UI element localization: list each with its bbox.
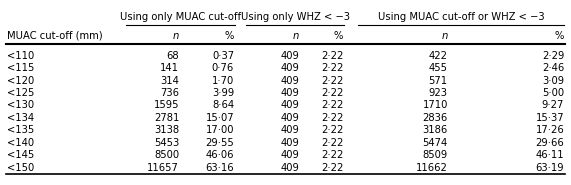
Text: 422: 422 <box>429 51 448 61</box>
Text: 409: 409 <box>280 88 299 98</box>
Text: 5453: 5453 <box>154 138 179 148</box>
Text: 2·22: 2·22 <box>321 125 343 135</box>
Text: 17·00: 17·00 <box>206 125 234 135</box>
Text: <120: <120 <box>7 76 34 86</box>
Text: 17·26: 17·26 <box>536 125 564 135</box>
Text: 8·64: 8·64 <box>212 100 234 110</box>
Text: 409: 409 <box>280 100 299 110</box>
Text: 2781: 2781 <box>154 113 179 123</box>
Text: MUAC cut-off (mm): MUAC cut-off (mm) <box>7 31 102 41</box>
Text: 1595: 1595 <box>154 100 179 110</box>
Text: 68: 68 <box>167 51 179 61</box>
Text: 455: 455 <box>429 63 448 73</box>
Text: 3138: 3138 <box>154 125 179 135</box>
Text: 923: 923 <box>429 88 448 98</box>
Text: 2·46: 2·46 <box>542 63 564 73</box>
Text: 0·76: 0·76 <box>212 63 234 73</box>
Text: 2·22: 2·22 <box>321 163 343 173</box>
Text: 63·16: 63·16 <box>206 163 234 173</box>
Text: 9·27: 9·27 <box>542 100 564 110</box>
Text: 2·22: 2·22 <box>321 100 343 110</box>
Text: <140: <140 <box>7 138 34 148</box>
Text: <150: <150 <box>7 163 34 173</box>
Text: 2·29: 2·29 <box>542 51 564 61</box>
Text: <130: <130 <box>7 100 34 110</box>
Text: 2836: 2836 <box>423 113 448 123</box>
Text: 409: 409 <box>280 76 299 86</box>
Text: 0·37: 0·37 <box>212 51 234 61</box>
Text: 2·22: 2·22 <box>321 88 343 98</box>
Text: 314: 314 <box>160 76 179 86</box>
Text: 2·22: 2·22 <box>321 76 343 86</box>
Text: <145: <145 <box>7 150 34 160</box>
Text: <115: <115 <box>7 63 34 73</box>
Text: 409: 409 <box>280 51 299 61</box>
Text: 11657: 11657 <box>147 163 179 173</box>
Text: 2·22: 2·22 <box>321 113 343 123</box>
Text: 409: 409 <box>280 138 299 148</box>
Text: 409: 409 <box>280 125 299 135</box>
Text: 571: 571 <box>429 76 448 86</box>
Text: <135: <135 <box>7 125 34 135</box>
Text: Using MUAC cut-off or WHZ < −3: Using MUAC cut-off or WHZ < −3 <box>378 12 545 22</box>
Text: 2·22: 2·22 <box>321 51 343 61</box>
Text: Using only WHZ < −3: Using only WHZ < −3 <box>241 12 350 22</box>
Text: 29·55: 29·55 <box>205 138 234 148</box>
Text: <110: <110 <box>7 51 34 61</box>
Text: 1·70: 1·70 <box>212 76 234 86</box>
Text: 46·11: 46·11 <box>536 150 564 160</box>
Text: 736: 736 <box>160 88 179 98</box>
Text: 46·06: 46·06 <box>206 150 234 160</box>
Text: 409: 409 <box>280 150 299 160</box>
Text: 3186: 3186 <box>423 125 448 135</box>
Text: 409: 409 <box>280 63 299 73</box>
Text: 2·22: 2·22 <box>321 63 343 73</box>
Text: 8509: 8509 <box>423 150 448 160</box>
Text: 3·99: 3·99 <box>212 88 234 98</box>
Text: 409: 409 <box>280 163 299 173</box>
Text: n: n <box>173 31 179 41</box>
Text: Using only MUAC cut-off: Using only MUAC cut-off <box>120 12 241 22</box>
Text: 409: 409 <box>280 113 299 123</box>
Text: 11662: 11662 <box>416 163 448 173</box>
Text: n: n <box>293 31 299 41</box>
Text: 5474: 5474 <box>423 138 448 148</box>
Text: <134: <134 <box>7 113 34 123</box>
Text: 63·19: 63·19 <box>536 163 564 173</box>
Text: %: % <box>224 31 234 41</box>
Text: 141: 141 <box>160 63 179 73</box>
Text: 3·09: 3·09 <box>542 76 564 86</box>
Text: 29·66: 29·66 <box>536 138 564 148</box>
Text: %: % <box>555 31 564 41</box>
Text: 2·22: 2·22 <box>321 138 343 148</box>
Text: 8500: 8500 <box>154 150 179 160</box>
Text: 15·07: 15·07 <box>206 113 234 123</box>
Text: 2·22: 2·22 <box>321 150 343 160</box>
Text: %: % <box>334 31 343 41</box>
Text: 1710: 1710 <box>423 100 448 110</box>
Text: 5·00: 5·00 <box>542 88 564 98</box>
Text: n: n <box>441 31 448 41</box>
Text: <125: <125 <box>7 88 34 98</box>
Text: 15·37: 15·37 <box>536 113 564 123</box>
